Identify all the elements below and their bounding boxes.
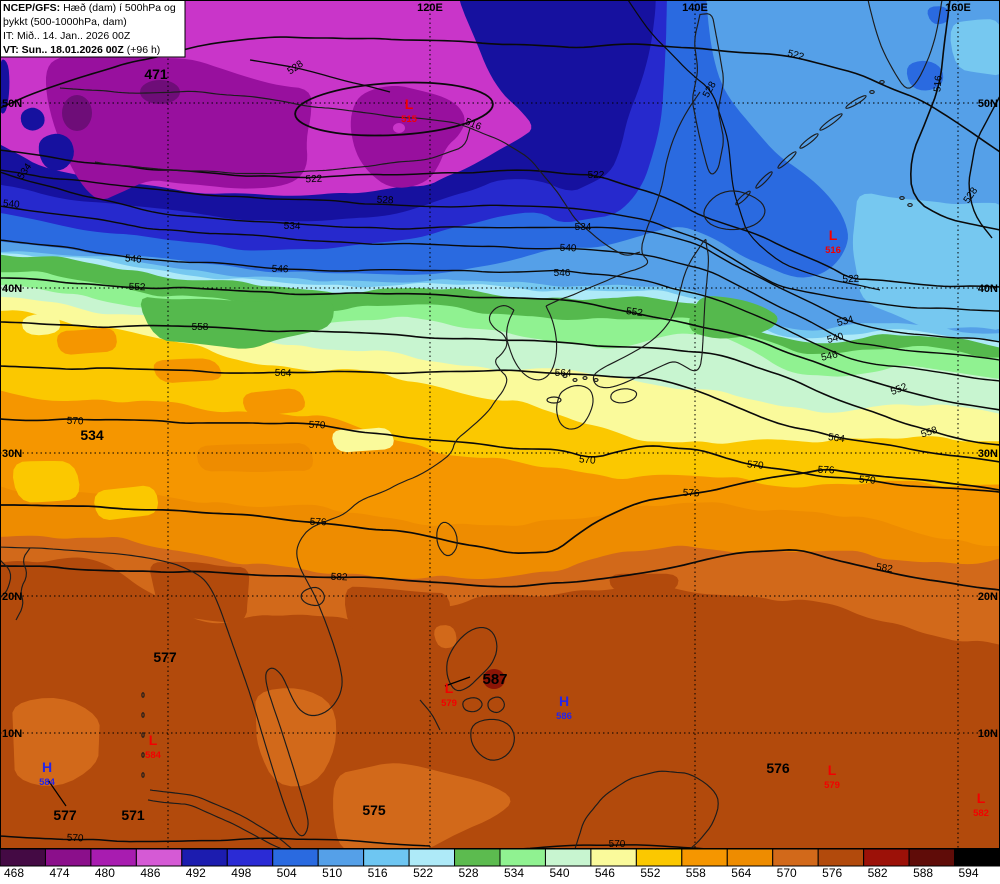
svg-text:50N: 50N	[2, 98, 22, 110]
svg-text:552: 552	[129, 282, 146, 294]
svg-text:140E: 140E	[682, 2, 708, 14]
svg-text:587: 587	[482, 671, 507, 688]
svg-text:50N: 50N	[978, 98, 998, 110]
svg-text:540: 540	[2, 198, 20, 210]
svg-text:L: L	[829, 227, 838, 243]
svg-text:534: 534	[504, 866, 524, 879]
svg-text:516: 516	[368, 866, 388, 879]
svg-text:IT: Mið.. 14. Jan.. 2026 00Z: IT: Mið.. 14. Jan.. 2026 00Z	[3, 30, 131, 42]
svg-text:L: L	[828, 762, 837, 778]
svg-text:546: 546	[820, 349, 839, 363]
svg-text:594: 594	[958, 866, 978, 879]
svg-text:10N: 10N	[2, 728, 22, 740]
svg-text:570: 570	[67, 833, 85, 845]
svg-text:570: 570	[609, 839, 626, 850]
svg-text:577: 577	[153, 649, 177, 665]
svg-text:584: 584	[145, 750, 162, 761]
svg-text:þykkt (500-1000hPa, dam): þykkt (500-1000hPa, dam)	[3, 16, 127, 28]
svg-text:534: 534	[836, 314, 855, 329]
svg-text:534: 534	[575, 222, 592, 233]
svg-text:160E: 160E	[945, 2, 971, 14]
svg-text:576: 576	[310, 517, 328, 529]
svg-text:L: L	[445, 680, 454, 696]
svg-text:564: 564	[731, 866, 751, 879]
svg-text:570: 570	[309, 420, 326, 432]
svg-text:576: 576	[818, 465, 836, 477]
svg-text:552: 552	[640, 866, 660, 879]
svg-text:558: 558	[920, 425, 940, 441]
svg-text:546: 546	[554, 268, 571, 279]
svg-text:VT: Sun.. 18.01.2026 00Z (+96: VT: Sun.. 18.01.2026 00Z (+96 h)	[3, 44, 160, 56]
svg-text:474: 474	[49, 866, 69, 879]
svg-text:540: 540	[560, 243, 577, 255]
svg-text:582: 582	[331, 572, 349, 584]
svg-text:40N: 40N	[978, 283, 998, 295]
svg-text:522: 522	[305, 174, 323, 186]
svg-text:570: 570	[777, 866, 797, 879]
svg-text:576: 576	[822, 866, 842, 879]
svg-text:120E: 120E	[417, 2, 443, 14]
svg-text:552: 552	[625, 306, 643, 319]
svg-text:577: 577	[53, 807, 77, 823]
svg-text:570: 570	[746, 459, 764, 471]
svg-text:579: 579	[824, 780, 840, 791]
svg-text:570: 570	[67, 416, 85, 428]
svg-text:571: 571	[121, 807, 145, 823]
svg-text:10N: 10N	[978, 728, 998, 740]
svg-text:30N: 30N	[2, 448, 22, 460]
svg-text:522: 522	[413, 866, 433, 879]
svg-text:575: 575	[362, 802, 386, 818]
svg-text:L: L	[149, 732, 158, 748]
svg-text:546: 546	[272, 264, 289, 276]
svg-text:20N: 20N	[978, 591, 998, 603]
svg-text:588: 588	[913, 866, 933, 879]
svg-text:564: 564	[827, 432, 845, 445]
svg-text:570: 570	[858, 474, 876, 486]
svg-text:576: 576	[683, 488, 701, 500]
svg-text:30N: 30N	[978, 448, 998, 460]
svg-text:522: 522	[842, 274, 860, 286]
svg-text:516: 516	[825, 245, 841, 256]
svg-text:582: 582	[973, 808, 989, 819]
svg-text:576: 576	[766, 760, 790, 776]
svg-text:486: 486	[140, 866, 160, 879]
svg-text:558: 558	[686, 866, 706, 879]
svg-text:L: L	[977, 790, 986, 806]
svg-text:546: 546	[124, 253, 142, 265]
svg-text:515: 515	[401, 114, 418, 125]
svg-text:L: L	[405, 96, 414, 112]
svg-text:522: 522	[786, 48, 805, 63]
svg-text:471: 471	[144, 66, 168, 82]
svg-text:540: 540	[549, 866, 569, 879]
svg-text:516: 516	[932, 75, 944, 93]
svg-text:570: 570	[578, 454, 596, 466]
svg-text:20N: 20N	[2, 591, 22, 603]
svg-text:480: 480	[95, 866, 115, 879]
svg-text:468: 468	[4, 866, 24, 879]
svg-text:40N: 40N	[2, 283, 22, 295]
svg-text:564: 564	[275, 368, 292, 380]
svg-text:528: 528	[377, 195, 395, 207]
svg-text:534: 534	[80, 427, 104, 443]
svg-text:H: H	[42, 759, 52, 775]
svg-text:540: 540	[826, 331, 845, 346]
svg-text:528: 528	[458, 866, 478, 879]
svg-text:582: 582	[868, 866, 888, 879]
svg-text:586: 586	[556, 711, 572, 722]
svg-text:498: 498	[231, 866, 251, 879]
svg-text:492: 492	[186, 866, 206, 879]
svg-text:H: H	[559, 693, 569, 709]
svg-text:510: 510	[322, 866, 342, 879]
svg-text:534: 534	[284, 221, 301, 233]
svg-text:579: 579	[441, 698, 457, 709]
svg-text:NCEP/GFS: Hæð (dam) í 500hPa o: NCEP/GFS: Hæð (dam) í 500hPa og	[3, 2, 176, 14]
svg-text:546: 546	[595, 866, 615, 879]
svg-text:522: 522	[588, 170, 605, 181]
svg-text:558: 558	[192, 322, 209, 333]
svg-text:564: 564	[555, 368, 572, 380]
svg-text:582: 582	[875, 562, 893, 575]
svg-text:584: 584	[39, 777, 56, 788]
svg-text:504: 504	[277, 866, 297, 879]
